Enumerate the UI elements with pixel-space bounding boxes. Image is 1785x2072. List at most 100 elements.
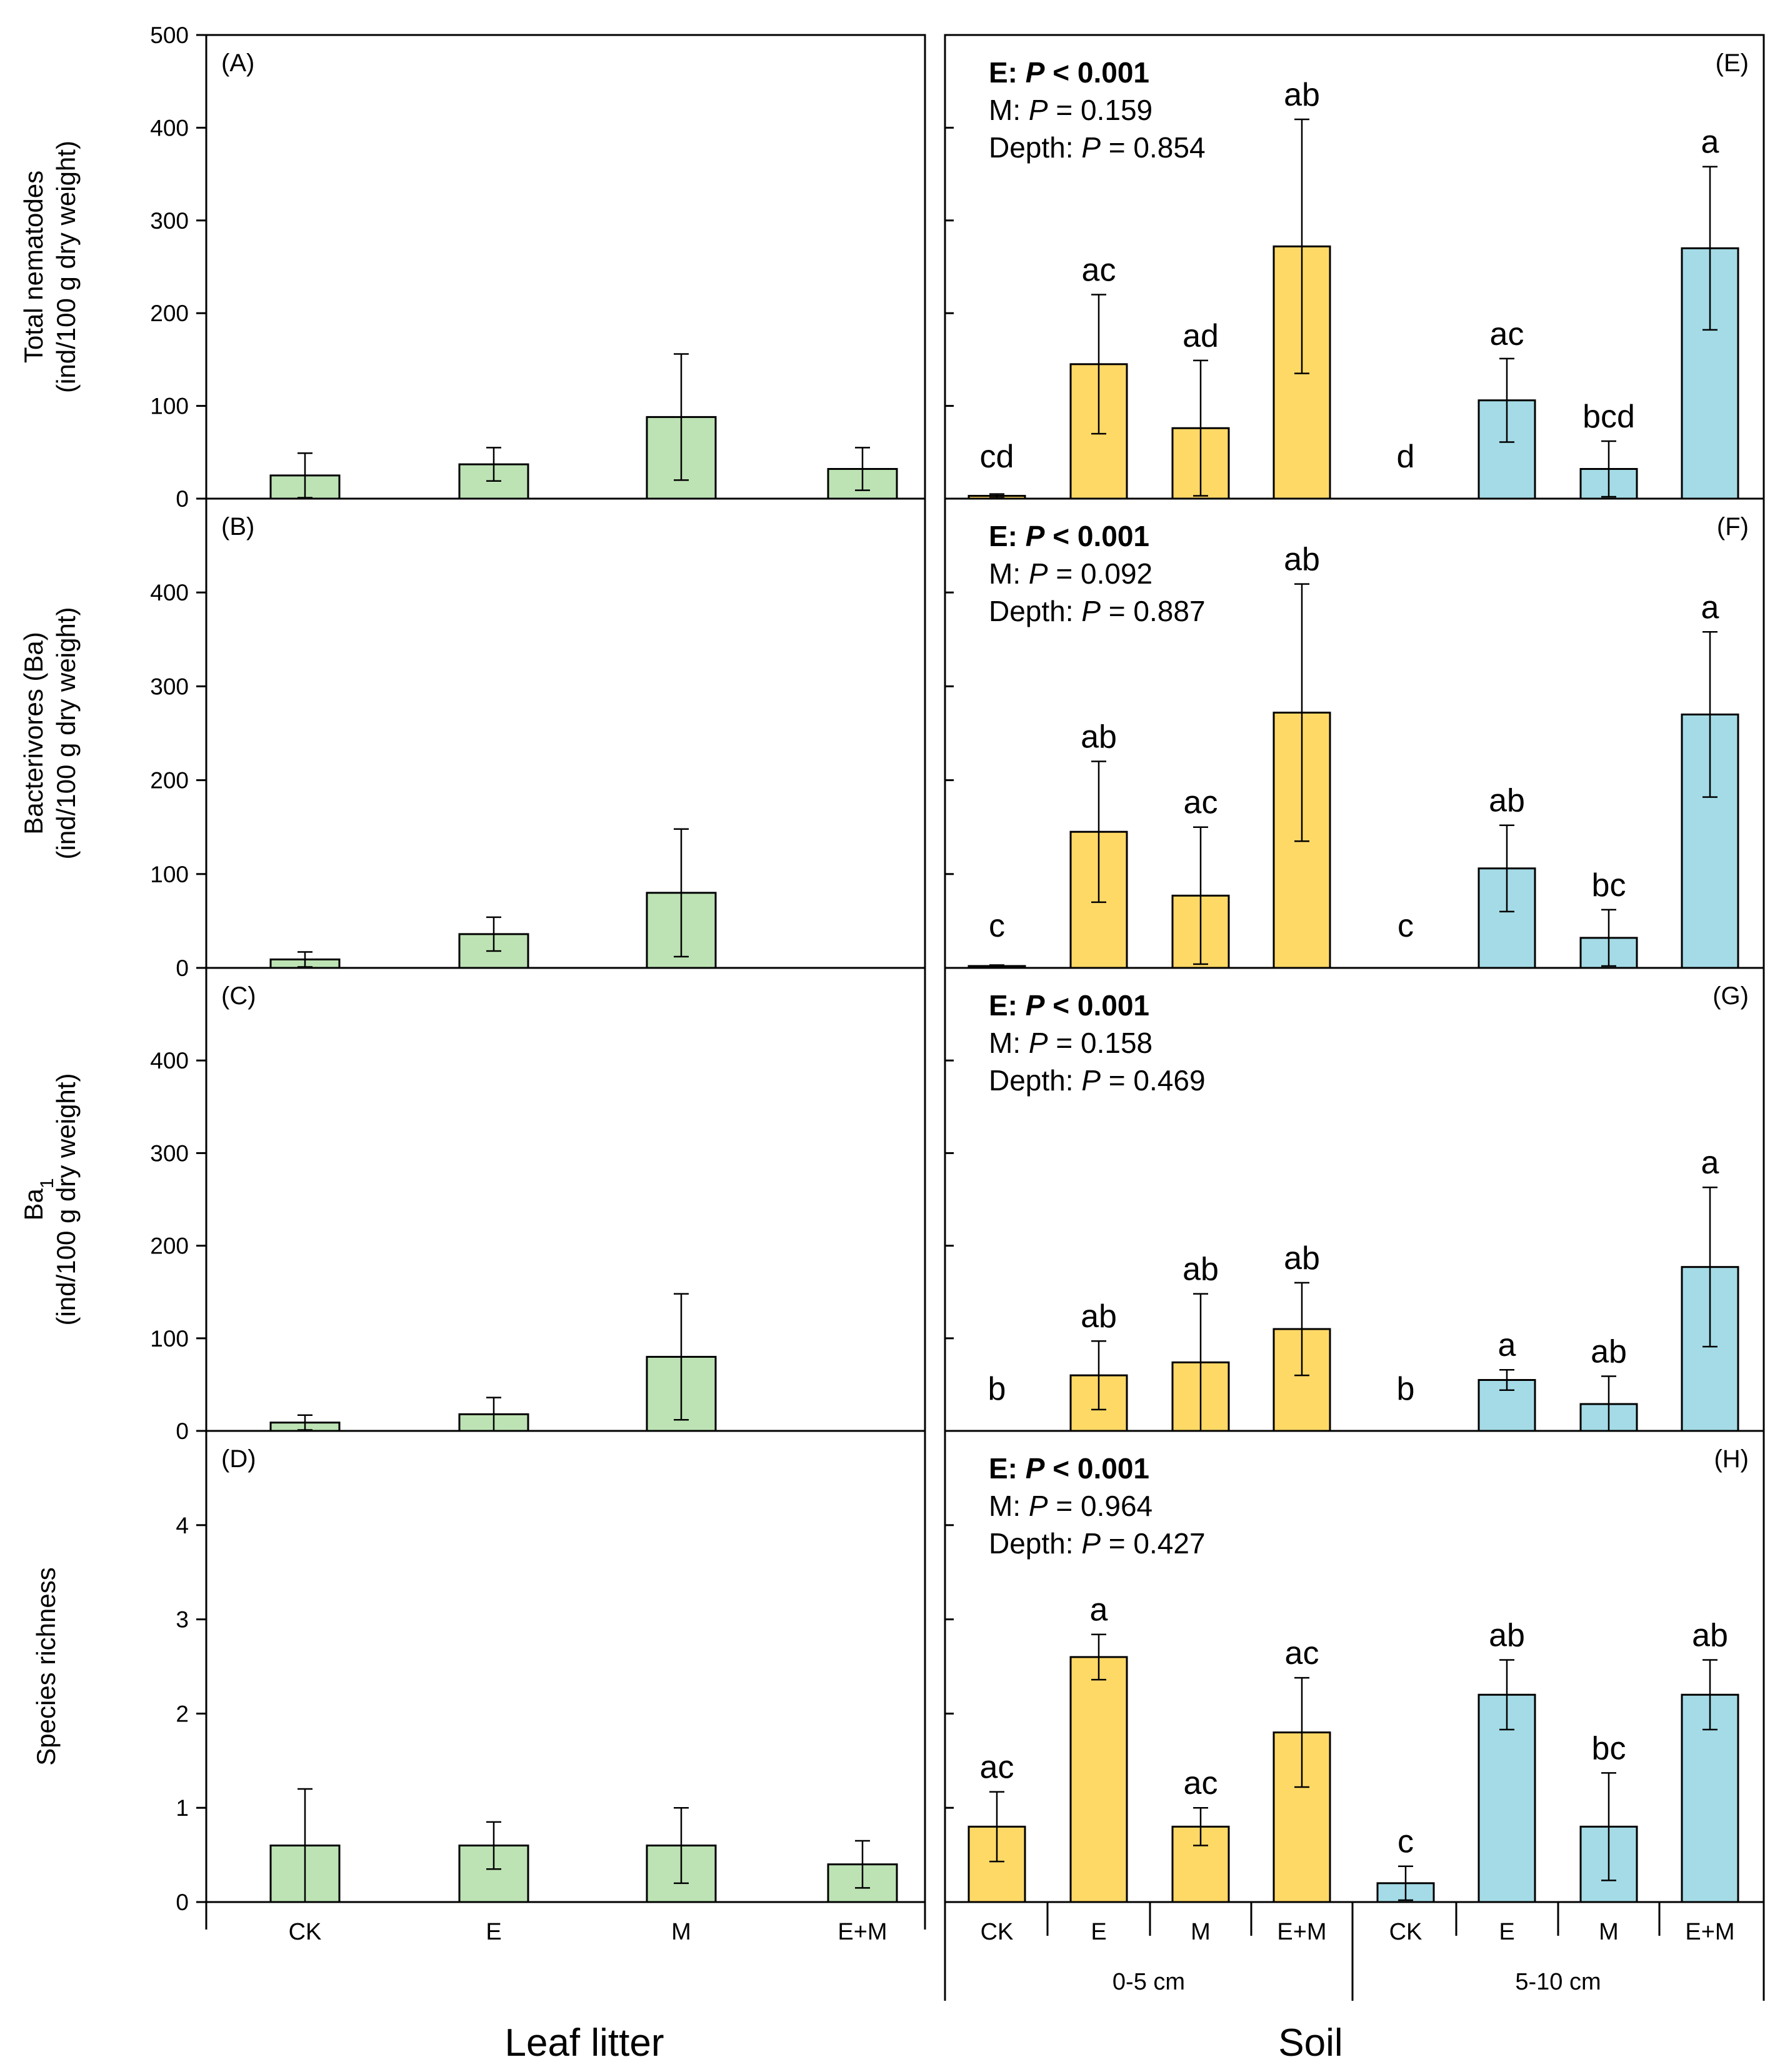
y-tick-label: 400 bbox=[150, 115, 189, 141]
significance-letter: cd bbox=[980, 439, 1014, 475]
y-tick-label: 500 bbox=[150, 22, 189, 48]
y-axis-title-line-2: (ind/100 g dry weight) bbox=[51, 1073, 81, 1326]
section-title-soil: Soil bbox=[1278, 2021, 1342, 2065]
significance-letter: ab bbox=[1489, 1617, 1525, 1653]
stat-label: Depth: bbox=[989, 131, 1081, 164]
stat-e-value: < 0.001 bbox=[1044, 520, 1149, 552]
significance-letter: ab bbox=[1692, 1617, 1728, 1653]
stat-line-e: E: P < 0.001 bbox=[989, 56, 1149, 89]
stat-p-symbol: P bbox=[1026, 989, 1045, 1022]
stat-line-e: E: P < 0.001 bbox=[989, 989, 1149, 1022]
stat-value: = 0.092 bbox=[1048, 557, 1153, 590]
y-tick-label: 200 bbox=[150, 768, 189, 794]
stat-value: = 0.158 bbox=[1048, 1027, 1153, 1059]
x-tick-label-soil-CK: CK bbox=[981, 1919, 1014, 1945]
stat-p-symbol: P bbox=[1029, 557, 1048, 590]
stat-p-symbol: P bbox=[1081, 1064, 1101, 1097]
y-tick-label: 0 bbox=[176, 486, 189, 512]
leaf-panel-frame bbox=[205, 34, 926, 500]
significance-letter: d bbox=[1397, 439, 1415, 475]
leaf-panel-frame bbox=[205, 967, 926, 1432]
x-tick-label-soil-M: M bbox=[1599, 1919, 1619, 1945]
depth-group-label-0-5: 0-5 cm bbox=[1112, 1969, 1185, 1995]
panel-row-4: 0 1 2 3 4 Species richness (D) (H) ac a ac ac c ab bc a… bbox=[31, 1430, 1765, 1915]
x-tick-label-leaf-E+M: E+M bbox=[838, 1919, 887, 1945]
x-tick-label-soil-E+M: E+M bbox=[1277, 1919, 1326, 1945]
soil-panel-label: (E) bbox=[1716, 49, 1749, 77]
x-tick-label-soil-E: E bbox=[1091, 1919, 1106, 1945]
y-tick-label: 400 bbox=[150, 1048, 189, 1073]
significance-letter: ac bbox=[1184, 1765, 1218, 1801]
significance-letter: ac bbox=[1184, 785, 1218, 821]
significance-letter: ab bbox=[1591, 1334, 1627, 1370]
y-tick-label: 0 bbox=[176, 955, 189, 981]
stat-p-symbol: P bbox=[1029, 1490, 1048, 1522]
stat-label: M: bbox=[989, 557, 1029, 590]
y-axis-title-line-2: (ind/100 g dry weight) bbox=[51, 607, 81, 860]
significance-letter: a bbox=[1701, 124, 1719, 161]
leaf-panel-label: (D) bbox=[221, 1445, 256, 1473]
y-tick-label: 200 bbox=[150, 1233, 189, 1259]
leaf-panel-label: (C) bbox=[221, 982, 256, 1010]
stat-value: = 0.427 bbox=[1101, 1527, 1206, 1560]
stat-line-m: M: P = 0.964 bbox=[989, 1490, 1152, 1522]
panel-row-1: 0 100 200 300 400 500 Total nematodes (ind/100 … bbox=[19, 22, 1765, 512]
stat-value: = 0.887 bbox=[1101, 595, 1206, 627]
stat-p-symbol: P bbox=[1081, 131, 1101, 164]
y-axis-title-line-1: Species richness bbox=[31, 1567, 61, 1765]
stat-p-symbol: P bbox=[1081, 1527, 1101, 1560]
stat-line-depth: Depth: P = 0.427 bbox=[989, 1527, 1206, 1560]
stat-label: Depth: bbox=[989, 1527, 1081, 1560]
significance-letter: bc bbox=[1592, 867, 1626, 904]
stat-p-symbol: P bbox=[1026, 1452, 1045, 1485]
significance-letter: ab bbox=[1284, 1240, 1320, 1277]
leaf-panel-frame bbox=[205, 1430, 926, 1903]
stat-line-e: E: P < 0.001 bbox=[989, 520, 1149, 552]
stat-e-label: E: bbox=[989, 989, 1026, 1022]
stat-p-symbol: P bbox=[1026, 520, 1045, 552]
stat-label: M: bbox=[989, 94, 1029, 126]
y-tick-label: 300 bbox=[150, 674, 189, 699]
y-tick-label: 100 bbox=[150, 394, 189, 419]
depth-group-label-5-10: 5-10 cm bbox=[1515, 1969, 1601, 1995]
stat-value: = 0.159 bbox=[1048, 94, 1153, 126]
y-tick-label: 200 bbox=[150, 301, 189, 326]
stat-value: = 0.854 bbox=[1101, 131, 1206, 164]
stat-e-label: E: bbox=[989, 56, 1026, 89]
significance-letter: ab bbox=[1284, 542, 1320, 578]
subscript-1: 1 bbox=[37, 1178, 58, 1188]
y-tick-label: 0 bbox=[176, 1418, 189, 1444]
y-tick-label: 3 bbox=[176, 1607, 189, 1633]
stat-e-value: < 0.001 bbox=[1044, 1452, 1149, 1485]
y-tick-label: 100 bbox=[150, 1326, 189, 1352]
significance-letter: ab bbox=[1081, 719, 1117, 755]
soil-panel-label: (G) bbox=[1712, 982, 1749, 1010]
soil-panel-label: (F) bbox=[1717, 513, 1749, 540]
stat-line-m: M: P = 0.159 bbox=[989, 94, 1152, 126]
y-tick-label: 4 bbox=[176, 1513, 189, 1538]
soil-bar-5-10-E bbox=[1478, 399, 1536, 500]
y-tick-label: 400 bbox=[150, 580, 189, 605]
significance-letter: a bbox=[1090, 1592, 1108, 1628]
significance-letter: ab bbox=[1081, 1298, 1117, 1335]
x-tick-label-soil-CK: CK bbox=[1389, 1919, 1422, 1945]
significance-letter: bcd bbox=[1582, 399, 1635, 435]
y-tick-label: 0 bbox=[176, 1890, 189, 1915]
x-tick-label-soil-M: M bbox=[1191, 1919, 1211, 1945]
significance-letter: a bbox=[1701, 589, 1719, 625]
stat-label: M: bbox=[989, 1027, 1029, 1059]
significance-letter: c bbox=[989, 908, 1005, 944]
soil-panel-label: (H) bbox=[1714, 1445, 1749, 1473]
significance-letter: a bbox=[1498, 1327, 1516, 1363]
stat-p-symbol: P bbox=[1029, 94, 1048, 126]
x-tick-label-leaf-CK: CK bbox=[289, 1919, 322, 1945]
stat-p-symbol: P bbox=[1081, 595, 1101, 627]
y-tick-label: 2 bbox=[176, 1701, 189, 1726]
y-axis-title-line-2: (ind/100 g dry weight) bbox=[51, 141, 81, 393]
significance-letter: ac bbox=[980, 1750, 1014, 1786]
stat-value: = 0.469 bbox=[1101, 1064, 1206, 1097]
stat-label: M: bbox=[989, 1490, 1029, 1522]
x-axis-group: CK E M E+M CK E M E+M CK E M E+M 0-5 cm 5-10 cm Leaf l… bbox=[205, 1902, 1765, 2065]
x-tick-label-leaf-E: E bbox=[486, 1919, 501, 1945]
